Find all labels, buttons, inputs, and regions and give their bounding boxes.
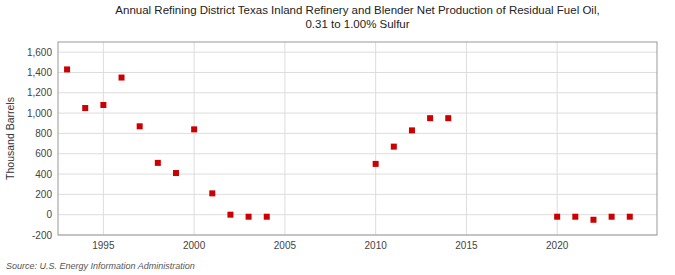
point bbox=[572, 214, 578, 220]
plot-frame bbox=[58, 42, 657, 235]
y-tick-label: 400 bbox=[35, 169, 52, 180]
y-grid-line bbox=[58, 194, 657, 195]
point bbox=[209, 190, 215, 196]
x-tick-label: 2005 bbox=[274, 240, 297, 251]
y-grid-line bbox=[58, 174, 657, 175]
y-grid-line bbox=[58, 133, 657, 134]
point bbox=[264, 214, 270, 220]
point bbox=[227, 212, 233, 218]
point bbox=[590, 217, 596, 223]
point bbox=[191, 126, 197, 132]
x-grid-line bbox=[194, 42, 195, 235]
x-grid-line bbox=[103, 42, 104, 235]
point bbox=[373, 161, 379, 167]
y-tick-label: 800 bbox=[35, 128, 52, 139]
y-tick-label: 1,400 bbox=[27, 67, 52, 78]
point bbox=[427, 115, 433, 121]
title-line: Annual Refining District Texas Inland Re… bbox=[115, 4, 599, 16]
y-tick-label: 200 bbox=[35, 189, 52, 200]
point bbox=[119, 75, 125, 81]
point bbox=[554, 214, 560, 220]
y-grid-line bbox=[58, 92, 657, 93]
y-tick-label: 1,000 bbox=[27, 108, 52, 119]
point bbox=[391, 144, 397, 150]
x-tick-label: 2000 bbox=[183, 240, 206, 251]
x-tick-label: 2010 bbox=[365, 240, 388, 251]
point bbox=[246, 214, 252, 220]
point bbox=[100, 102, 106, 108]
x-grid-line bbox=[557, 42, 558, 235]
y-tick-label: 1,200 bbox=[27, 87, 52, 98]
points bbox=[64, 66, 633, 222]
y-tick-label: 1,600 bbox=[27, 47, 52, 58]
y-tick-label: -200 bbox=[32, 230, 52, 241]
point bbox=[627, 214, 633, 220]
x-tick-label: 2015 bbox=[455, 240, 478, 251]
chart: Annual Refining District Texas Inland Re… bbox=[0, 0, 675, 275]
point bbox=[82, 105, 88, 111]
y-grid-line bbox=[58, 52, 657, 53]
y-grid-line bbox=[58, 72, 657, 73]
y-grid-line bbox=[58, 153, 657, 154]
grid bbox=[58, 42, 657, 235]
y-grid-line bbox=[58, 214, 657, 215]
point bbox=[64, 66, 70, 72]
point bbox=[409, 127, 415, 133]
x-tick-label: 2020 bbox=[546, 240, 569, 251]
point bbox=[445, 115, 451, 121]
title-line: 0.31 to 1.00% Sulfur bbox=[305, 18, 409, 30]
y-tick-label: 0 bbox=[46, 209, 52, 220]
x-tick-label: 1995 bbox=[92, 240, 115, 251]
point bbox=[155, 160, 161, 166]
y-axis-label: Thousand Barrels bbox=[4, 97, 16, 180]
point bbox=[137, 123, 143, 129]
point bbox=[609, 214, 615, 220]
x-grid-line bbox=[284, 42, 285, 235]
point bbox=[173, 170, 179, 176]
x-grid-line bbox=[375, 42, 376, 235]
y-tick-label: 600 bbox=[35, 148, 52, 159]
title: Annual Refining District Texas Inland Re… bbox=[115, 4, 599, 30]
x-grid-line bbox=[466, 42, 467, 235]
source: Source: U.S. Energy Information Administ… bbox=[6, 261, 195, 271]
y-grid-line bbox=[58, 113, 657, 114]
